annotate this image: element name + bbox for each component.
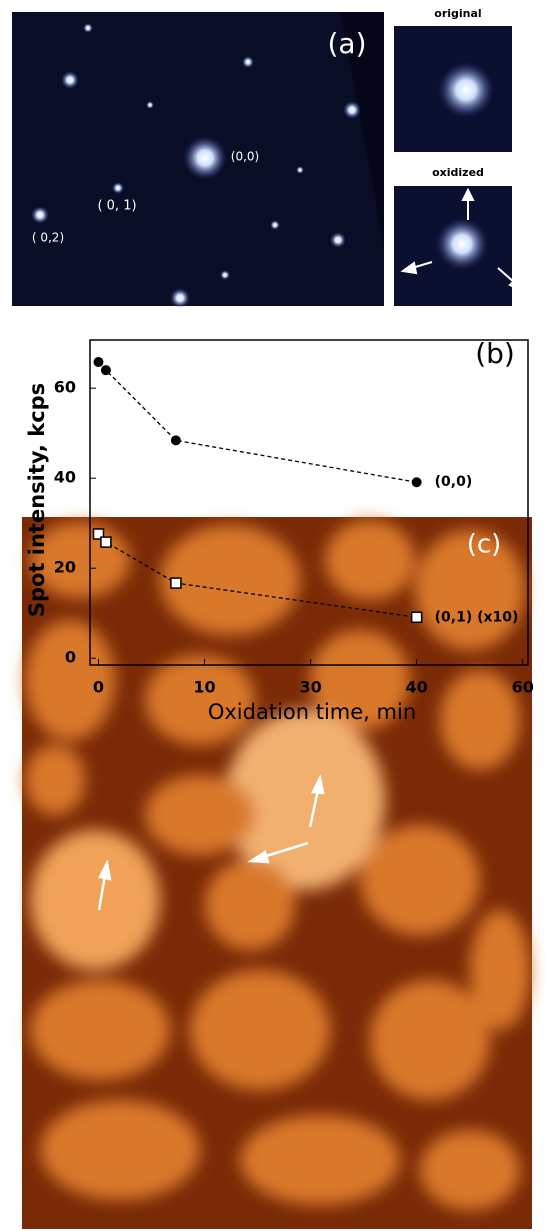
marker <box>100 536 112 548</box>
plot-frame <box>89 339 529 666</box>
spot-label: ( 0,2) <box>32 231 64 245</box>
y-tick-label: 0 <box>65 648 76 667</box>
arrows <box>400 187 522 293</box>
y-tick-label: 20 <box>54 558 76 577</box>
spot-label: (0,0) <box>231 150 259 164</box>
spot <box>436 218 488 270</box>
x-tick-label: 0 <box>93 678 104 697</box>
y-tick-label: 40 <box>54 468 76 487</box>
x-tick-label: 60 <box>512 678 534 697</box>
series-line <box>98 533 417 618</box>
marker <box>100 365 111 376</box>
spot-label: ( 0, 1) <box>97 199 136 214</box>
panel-label: (c) <box>467 530 502 560</box>
inset-title: original <box>434 7 481 20</box>
spot <box>438 62 494 118</box>
inset-title: oxidized <box>432 166 484 179</box>
y-axis-title: Spot intensity, kcps <box>25 383 49 617</box>
marker <box>411 477 422 488</box>
shadow <box>340 12 384 250</box>
marker <box>92 528 105 540</box>
series-line <box>98 361 417 483</box>
marker <box>410 611 423 624</box>
grains <box>25 520 530 1210</box>
legend-label: (0,0) <box>435 474 473 490</box>
marker <box>93 357 104 368</box>
panel-label: (b) <box>475 337 515 370</box>
panel-a: (a) (0,0) ( 0, 1) ( 0,2) original oxidiz… <box>12 7 522 308</box>
x-tick-label: 40 <box>406 678 428 697</box>
panel-label: (a) <box>327 27 366 60</box>
x-axis-title: Oxidation time, min <box>208 700 416 724</box>
legend-label: (0,1) (x10) <box>435 609 519 625</box>
marker <box>170 435 181 446</box>
x-tick-label: 10 <box>193 678 215 697</box>
y-tick-label: 60 <box>54 378 76 397</box>
panel-c: (c) <box>22 517 532 1229</box>
arrows <box>97 774 325 911</box>
spots <box>31 23 361 308</box>
chart-b: (b) Spot intensity, kcps Oxidation time,… <box>25 337 534 724</box>
x-tick-label: 30 <box>299 678 321 697</box>
marker <box>170 577 182 589</box>
